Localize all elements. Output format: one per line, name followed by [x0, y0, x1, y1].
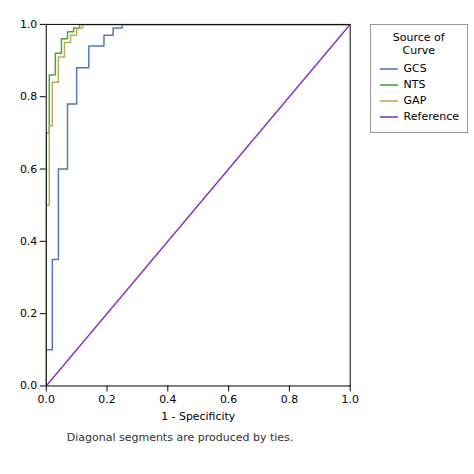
html-text:Diagonal segments are produced: Diagonal segments are produced by ties. [66, 431, 294, 445]
svg-text:0.6: 0.6 [20, 163, 37, 176]
svg-text:0.2: 0.2 [20, 307, 37, 320]
svg-text:0.4: 0.4 [159, 393, 176, 406]
html-text:Reference: Reference [403, 110, 459, 123]
svg-text:0.8: 0.8 [281, 393, 298, 406]
svg-text:0.2: 0.2 [98, 393, 115, 406]
svg-text:0.8: 0.8 [20, 90, 37, 103]
svg-text:0.4: 0.4 [20, 235, 37, 248]
html-text:NTS: NTS [403, 78, 426, 91]
svg-text:0.6: 0.6 [220, 393, 237, 406]
html-text:GCS: GCS [403, 62, 427, 75]
html-text:Source of Curve: Source of Curve [392, 31, 445, 57]
svg-text:0.0: 0.0 [20, 379, 37, 392]
svg-text:1.0: 1.0 [20, 18, 37, 31]
svg-text:0.0: 0.0 [38, 393, 55, 406]
svg-text:1.0: 1.0 [342, 393, 359, 406]
svg-text:1 - Specificity: 1 - Specificity [161, 410, 236, 423]
html-text:GAP: GAP [403, 94, 427, 107]
